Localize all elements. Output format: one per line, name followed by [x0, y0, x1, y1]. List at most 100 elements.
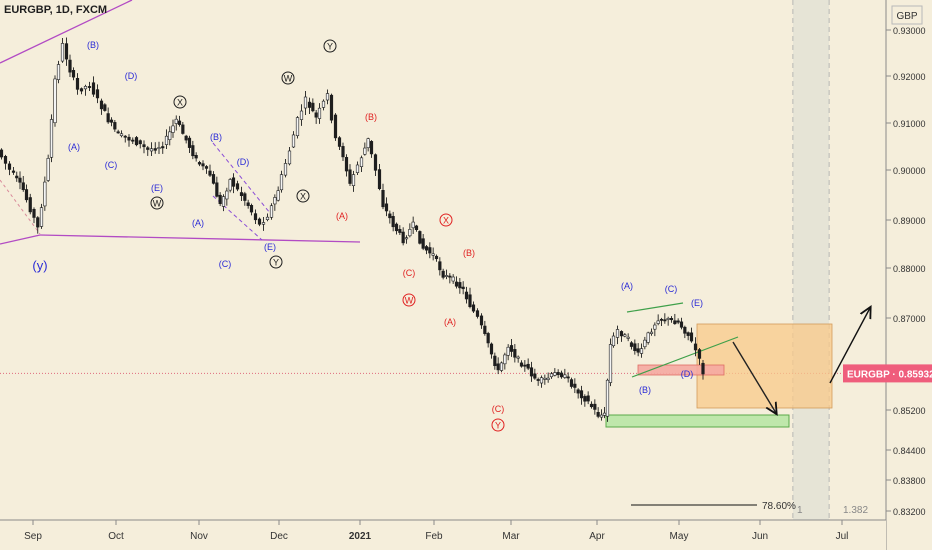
candle-body: [689, 332, 694, 342]
support-zone-box[interactable]: [605, 414, 790, 428]
candle-body: [106, 113, 110, 123]
candle-body: [32, 208, 36, 218]
candle-body: [187, 137, 192, 148]
candle-body: [602, 412, 607, 416]
candle-body: [174, 118, 178, 124]
candle-body: [626, 336, 630, 339]
price-axis[interactable]: [886, 0, 932, 550]
time-tick-label: Apr: [589, 531, 605, 542]
candle-body: [249, 205, 254, 213]
candle-body: [99, 100, 104, 110]
candle-body: [235, 183, 240, 190]
candle-body: [49, 119, 54, 158]
candle-body: [257, 218, 262, 225]
candle-body: [146, 147, 150, 150]
candle-body: [18, 177, 22, 183]
candle-body: [411, 221, 415, 229]
candle-body: [448, 275, 452, 278]
candle-body: [68, 59, 72, 73]
candle-body: [208, 170, 212, 176]
candle-body: [253, 213, 258, 221]
wave-labels-group: (B) (D) (A) (C) (E) W X (B) (D) (A) (C) (E) Y W Y X (y) (…: [32, 39, 703, 432]
candle-body: [475, 310, 480, 317]
lower-trendline-left[interactable]: [0, 234, 41, 245]
candle-body: [142, 144, 146, 148]
up-projection-arrow[interactable]: [829, 308, 870, 384]
candle-body: [225, 190, 229, 200]
candle-body: [75, 77, 80, 90]
price-tick-label: 0.85200: [893, 406, 926, 416]
candle-body: [329, 94, 334, 121]
candle-body: [39, 207, 44, 227]
candle-body: [177, 120, 182, 125]
candle-body: [461, 286, 465, 290]
candle-body: [486, 333, 490, 344]
base-trendline[interactable]: [39, 234, 361, 243]
wave-label: (A): [444, 317, 456, 327]
wave-label: (C): [492, 404, 505, 414]
upper-trendline[interactable]: [0, 0, 133, 64]
candle-body: [589, 403, 594, 408]
candle-body: [341, 146, 345, 158]
candle-body: [157, 147, 161, 149]
candle-body: [388, 213, 392, 219]
candle-body: [468, 294, 472, 308]
candle-body: [418, 231, 422, 244]
wave-label: (C): [665, 284, 678, 294]
wave-label: (C): [219, 259, 232, 269]
candle-body: [431, 253, 435, 256]
wave-label: (E): [151, 183, 163, 193]
candle-body: [239, 192, 244, 197]
candle-body: [653, 324, 657, 330]
wave-label: (D): [681, 369, 694, 379]
candle-body: [428, 247, 432, 254]
wave-label: Y: [273, 258, 279, 268]
candle-body: [489, 343, 494, 355]
candle-body: [513, 349, 517, 358]
candle-body: [563, 374, 567, 378]
resistance-zone-box[interactable]: [637, 364, 725, 376]
wave-label: (B): [210, 132, 222, 142]
candle-body: [71, 70, 76, 78]
candle-body: [556, 372, 560, 375]
candle-body: [559, 372, 564, 378]
wave-label-circle: [439, 213, 453, 227]
candle-body: [451, 276, 455, 282]
candle-body: [243, 193, 247, 201]
candle-body: [344, 157, 349, 172]
wave-label-circle: [323, 39, 337, 53]
wave-label: (A): [336, 211, 348, 221]
candle-body: [295, 117, 300, 137]
candle-body: [184, 135, 188, 141]
candle-body: [646, 332, 650, 343]
candle-body: [221, 196, 226, 207]
wave-label-circle: [173, 95, 187, 109]
currency-box[interactable]: [891, 5, 923, 25]
time-tick-label: Dec: [270, 531, 288, 542]
candle-body: [673, 320, 677, 325]
wave-label: (B): [463, 248, 475, 258]
candle-body: [404, 237, 409, 240]
candle-body: [325, 93, 330, 101]
candle-body: [231, 177, 236, 187]
down-projection-arrow[interactable]: [732, 341, 776, 413]
candle-body: [676, 320, 680, 323]
wave-label: X: [443, 216, 449, 226]
candle-body: [149, 148, 154, 152]
candle-body: [549, 373, 554, 378]
candle-body: [656, 320, 660, 324]
time-axis[interactable]: [0, 520, 886, 550]
wave-label-circle: [402, 293, 416, 307]
time-tick-label: Mar: [502, 531, 520, 542]
wave-label: (A): [68, 142, 80, 152]
price-tag[interactable]: [843, 364, 932, 383]
candle-body: [408, 229, 412, 237]
candle-body: [414, 225, 419, 231]
candle-body: [394, 223, 399, 232]
candle-body: [401, 231, 405, 244]
candle-body: [131, 139, 135, 142]
candle-body: [366, 138, 370, 149]
candle-body: [287, 150, 292, 165]
price-tick-label: 0.92000: [893, 72, 926, 82]
